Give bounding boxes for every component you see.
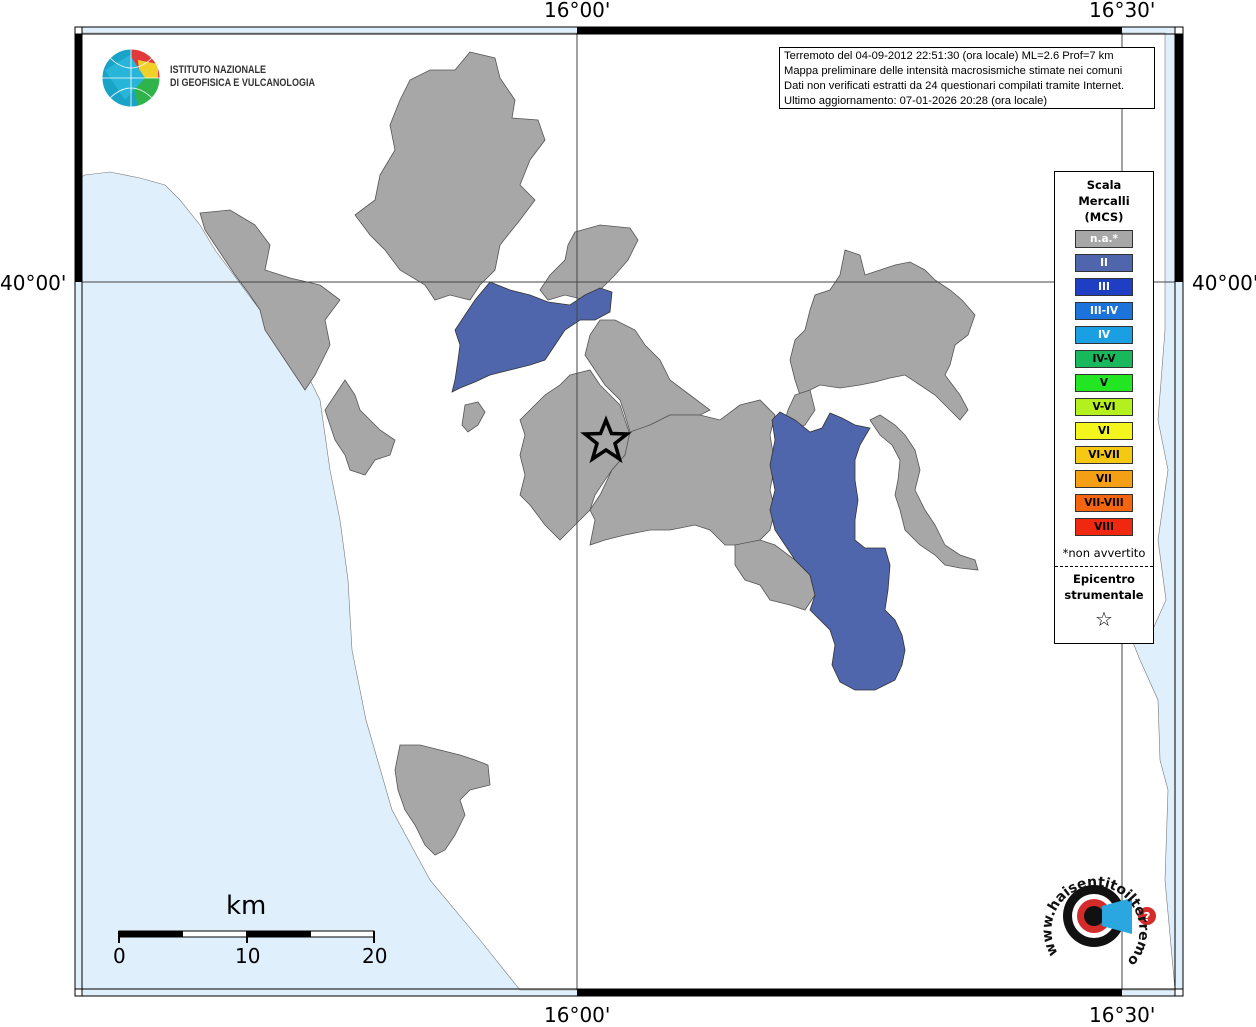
legend-swatch-vvi: V-VI <box>1075 398 1133 416</box>
coord-top-16-00: 16°00' <box>544 0 611 22</box>
legend-swatch-ivv: IV-V <box>1075 350 1133 368</box>
map-frame <box>74 26 1184 997</box>
legend-swatch-v: V <box>1075 374 1133 392</box>
ingv-line-2: DI GEOFISICA E VULCANOLOGIA <box>170 77 315 89</box>
scalebar-unit: km <box>226 891 267 921</box>
legend-swatch-vii: VII <box>1075 470 1133 488</box>
coord-right-40-00: 40°00' <box>1192 271 1256 295</box>
ingv-logo-text: ISTITUTO NAZIONALE DI GEOFISICA E VULCAN… <box>170 64 315 90</box>
epicenter-star-icon <box>580 415 632 464</box>
globe-icon <box>101 48 161 108</box>
legend-epicenter-line-2: strumentale <box>1064 588 1144 602</box>
legend-note: *non avvertito <box>1062 546 1146 560</box>
ingv-line-1: ISTITUTO NAZIONALE <box>170 64 267 76</box>
event-info-line-3: Dati non verificati estratti da 24 quest… <box>784 80 1125 92</box>
legend-swatch-viii: VIII <box>1075 518 1133 536</box>
event-info-line-1: Terremoto del 04-09-2012 22:51:30 (ora l… <box>784 50 1114 62</box>
legend-swatch-na: n.a.* <box>1075 230 1133 248</box>
municipalities-intensity-II <box>451 281 906 691</box>
scalebar-tick-0: 0 <box>113 944 126 968</box>
legend-title-line-3: (MCS) <box>1084 210 1124 224</box>
legend-star-icon: ☆ <box>1095 607 1113 631</box>
legend-divider <box>1055 566 1153 567</box>
coord-left-40-00: 40°00' <box>0 271 67 295</box>
legend-swatch-iv: IV <box>1075 326 1133 344</box>
coord-top-16-30: 16°30' <box>1089 0 1156 22</box>
legend-swatch-iii: III <box>1075 278 1133 296</box>
event-info-line-4: Ultimo aggiornamento: 07-01-2026 20:28 (… <box>784 95 1048 107</box>
scale-bar <box>118 930 375 943</box>
scalebar-tick-20: 20 <box>362 944 388 968</box>
legend-swatch-viiviii: VII-VIII <box>1075 494 1133 512</box>
coord-bottom-16-00: 16°00' <box>544 1003 611 1027</box>
legend-title-line-2: Mercalli <box>1078 194 1130 208</box>
legend-swatch-ii: II <box>1075 254 1133 272</box>
municipalities-na <box>199 51 979 856</box>
intensity-legend: Scala Mercalli (MCS) n.a.* II III III-IV IV I… <box>1054 171 1154 644</box>
event-info-line-2: Mappa preliminare delle intensità macros… <box>784 65 1123 77</box>
legend-epicenter-label: Epicentro strumentale <box>1055 571 1153 603</box>
legend-swatches: n.a.* II III III-IV IV IV-V V V-VI VI VI-VII VII VI… <box>1055 230 1153 536</box>
loudspeaker-icon: ? <box>1063 885 1156 947</box>
legend-title: Scala Mercalli (MCS) <box>1055 177 1153 225</box>
legend-swatch-vi: VI <box>1075 422 1133 440</box>
svg-text:?: ? <box>1144 910 1151 924</box>
scalebar-tick-10: 10 <box>235 944 261 968</box>
legend-swatch-iiiiv: III-IV <box>1075 302 1133 320</box>
event-info-box: Terremoto del 04-09-2012 22:51:30 (ora l… <box>779 47 1155 109</box>
legend-epicenter-line-1: Epicentro <box>1073 572 1135 586</box>
legend-swatch-vivii: VI-VII <box>1075 446 1133 464</box>
coord-bottom-16-30: 16°30' <box>1089 1003 1156 1027</box>
legend-title-line-1: Scala <box>1086 178 1122 192</box>
